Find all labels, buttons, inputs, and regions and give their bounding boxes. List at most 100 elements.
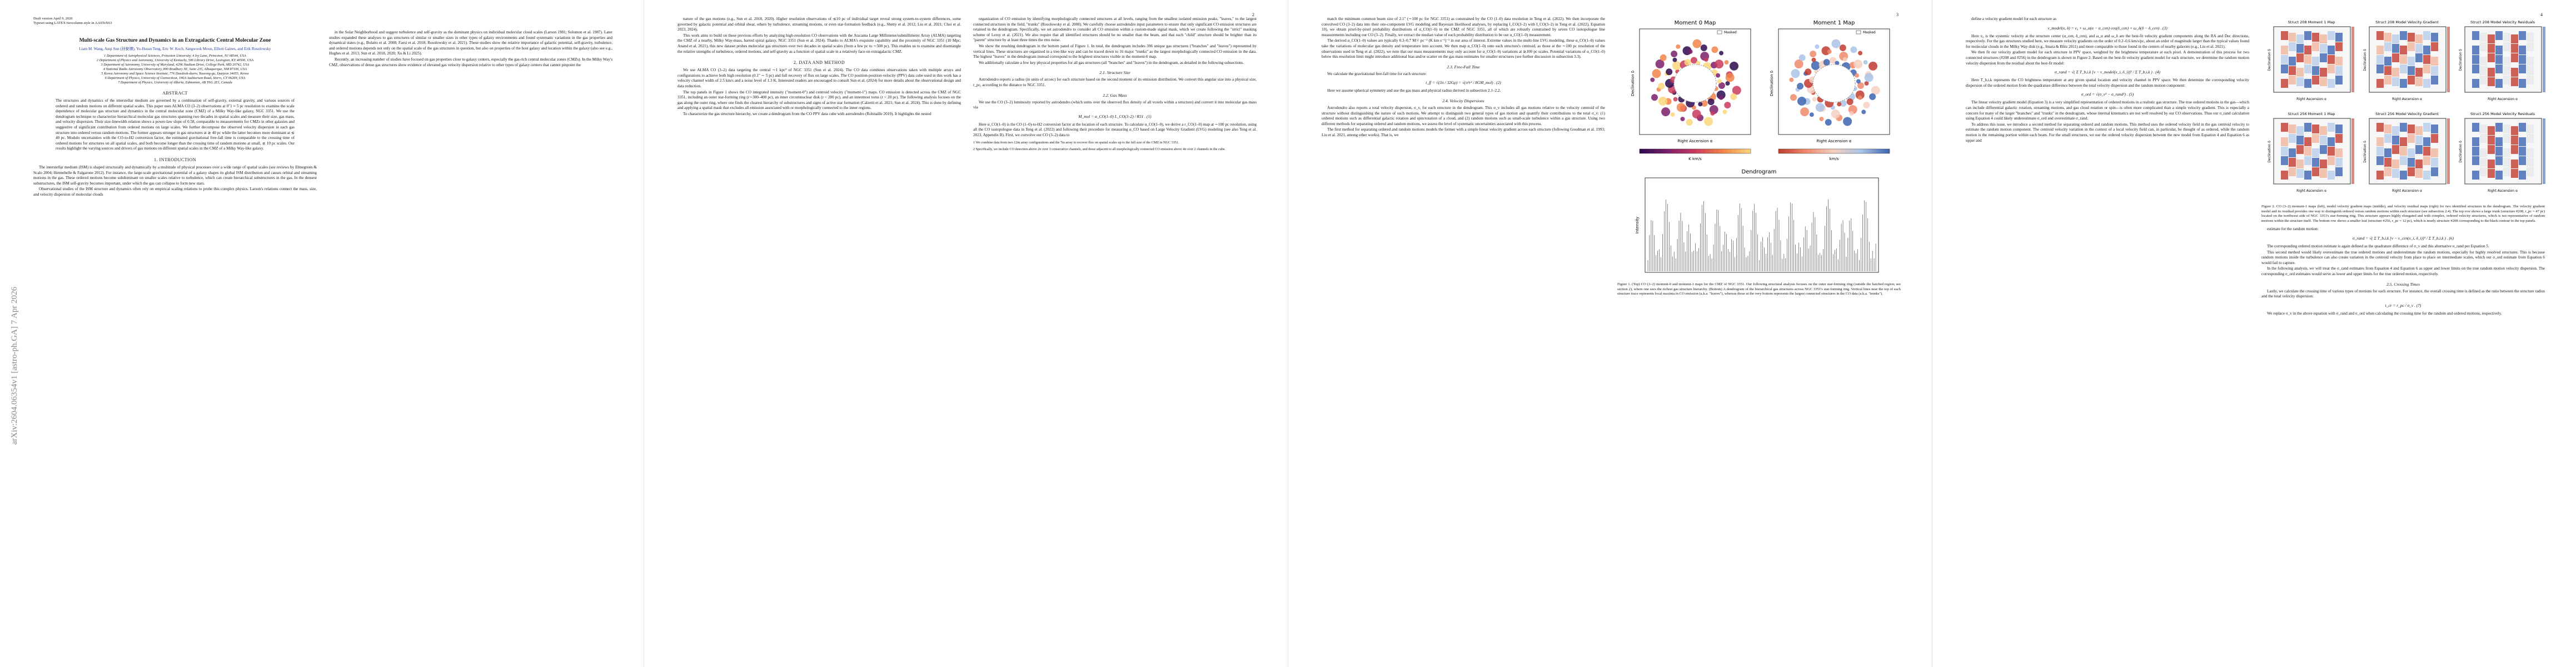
map-pixel bbox=[1704, 117, 1713, 126]
map-pixel bbox=[2527, 76, 2534, 84]
map-pixel bbox=[1717, 79, 1722, 84]
map-pixel bbox=[2527, 66, 2534, 75]
map-pixel bbox=[1823, 59, 1830, 66]
map-pixel bbox=[1686, 119, 1693, 126]
dendrogram-frame bbox=[1645, 177, 1879, 273]
map-pixel bbox=[2415, 68, 2423, 77]
map-pixel bbox=[2511, 136, 2518, 145]
map-pixel bbox=[2281, 31, 2288, 40]
map-pixel bbox=[2423, 123, 2430, 132]
map-pixel bbox=[2289, 148, 2296, 157]
map-pixel bbox=[1858, 51, 1863, 56]
map-pixel bbox=[1815, 103, 1825, 112]
page-number: 4 bbox=[2540, 12, 2543, 17]
map-pixel bbox=[2472, 147, 2479, 156]
colorbar bbox=[2447, 27, 2450, 92]
p: We use ALMA CO (3–2) data targeting the … bbox=[677, 68, 961, 88]
map-pixel bbox=[2392, 136, 2399, 145]
map-pixel bbox=[2519, 46, 2526, 54]
p: We then fit our velocity gradient model … bbox=[1966, 50, 2249, 66]
map-pixel bbox=[2511, 145, 2518, 154]
map-pixel bbox=[1707, 98, 1715, 106]
map-pixel bbox=[2527, 42, 2534, 51]
axis-label: Declination δ bbox=[2268, 49, 2271, 71]
p: Here α_CO(1–0) is the CO (1–0)-to-H2 con… bbox=[973, 122, 1257, 137]
map-pixel bbox=[2488, 53, 2495, 62]
p: Here T_b,i,k represents the CO brightnes… bbox=[1966, 78, 2249, 88]
map-pixel bbox=[2503, 158, 2510, 167]
map-pixel bbox=[1861, 109, 1866, 115]
p: nature of the gas motions (e.g., Sun et … bbox=[677, 17, 961, 32]
map-pixel bbox=[2312, 134, 2319, 143]
map-pixel bbox=[2320, 34, 2327, 43]
map-pixel bbox=[1655, 59, 1665, 69]
map-pixel bbox=[2503, 76, 2510, 84]
column: Struct 208 Moment 1 Map Right Ascension α… bbox=[2261, 17, 2545, 317]
map-pixel bbox=[2488, 160, 2495, 168]
map-pixel bbox=[2320, 53, 2327, 62]
legend-label: Masked bbox=[1724, 31, 1737, 34]
map-pixel bbox=[2527, 33, 2534, 42]
map-pixel bbox=[1660, 54, 1667, 61]
affil: 5 Korea Astronomy and Space Science Inst… bbox=[101, 72, 249, 76]
axis-label: Declination δ bbox=[2363, 141, 2367, 163]
map-pixel bbox=[1730, 93, 1737, 100]
p: Lastly, we calculate the crossing time o… bbox=[2261, 288, 2545, 299]
map-pixel bbox=[2519, 137, 2526, 146]
map-pixel bbox=[1840, 99, 1847, 107]
map-pixel bbox=[2304, 31, 2311, 40]
p: Observational studies of the ISM structu… bbox=[33, 187, 317, 197]
map-pixel bbox=[2519, 156, 2526, 165]
map-pixel bbox=[2503, 42, 2510, 51]
map-pixel bbox=[2511, 160, 2518, 168]
map-pixel bbox=[1849, 111, 1854, 116]
axis-label: Declination δ bbox=[2459, 49, 2463, 71]
axis-label: Right Ascension α bbox=[2488, 189, 2518, 193]
map-pixel bbox=[2503, 125, 2510, 133]
colorbar bbox=[1639, 148, 1751, 154]
map-pixel bbox=[2328, 64, 2335, 73]
p: organization of CO emission by identifyi… bbox=[973, 17, 1257, 43]
map-pixel bbox=[1671, 51, 1678, 58]
map-pixel bbox=[2480, 148, 2487, 157]
map-pixel bbox=[2304, 55, 2311, 64]
map-pixel bbox=[2423, 79, 2430, 88]
colorbar bbox=[2351, 118, 2354, 184]
map-pixel bbox=[2376, 147, 2384, 156]
map-pixel bbox=[2289, 134, 2296, 143]
column: nature of the gas motions (e.g., Sun et … bbox=[677, 17, 961, 152]
map-pixel bbox=[1857, 95, 1862, 100]
map-pixel bbox=[2312, 33, 2319, 42]
panel-title: Struct 208 Moment 1 Map bbox=[2288, 20, 2335, 24]
map-pixel bbox=[2296, 126, 2304, 135]
map-pixel bbox=[2408, 158, 2415, 167]
map-pixel bbox=[2408, 42, 2415, 51]
map-pixel bbox=[2527, 57, 2534, 66]
map-pixel bbox=[1825, 119, 1832, 126]
map-pixel bbox=[1650, 77, 1655, 82]
map-pixel bbox=[1701, 99, 1708, 107]
map-pixel bbox=[2415, 53, 2423, 62]
map-pixel bbox=[2480, 158, 2487, 167]
map-pixel bbox=[2503, 167, 2510, 176]
map-pixel bbox=[2495, 137, 2503, 146]
column: Multi-scale Gas Structure and Dynamics i… bbox=[33, 30, 317, 198]
map-pixel bbox=[2312, 158, 2319, 167]
map-pixel bbox=[2392, 169, 2399, 178]
map-pixel bbox=[1724, 60, 1729, 65]
axis-label: Declination δ bbox=[1631, 71, 1635, 96]
map-pixel bbox=[2400, 31, 2407, 40]
map-pixel bbox=[2392, 68, 2399, 77]
map-pixel bbox=[1815, 44, 1820, 49]
map-pixel bbox=[2335, 134, 2343, 143]
map-pixel bbox=[2384, 167, 2391, 176]
map-pixel bbox=[1794, 59, 1803, 69]
map-pixel bbox=[2328, 46, 2335, 54]
map-pixel bbox=[2423, 46, 2430, 54]
map-pixel bbox=[2472, 123, 2479, 132]
map-pixel bbox=[2281, 79, 2288, 88]
map-pixel bbox=[1863, 102, 1870, 109]
columns: define a velocity gradient model for eac… bbox=[1966, 17, 2545, 317]
axis-label: Right Ascension α bbox=[1817, 139, 1852, 143]
map-pixel bbox=[2503, 148, 2510, 157]
